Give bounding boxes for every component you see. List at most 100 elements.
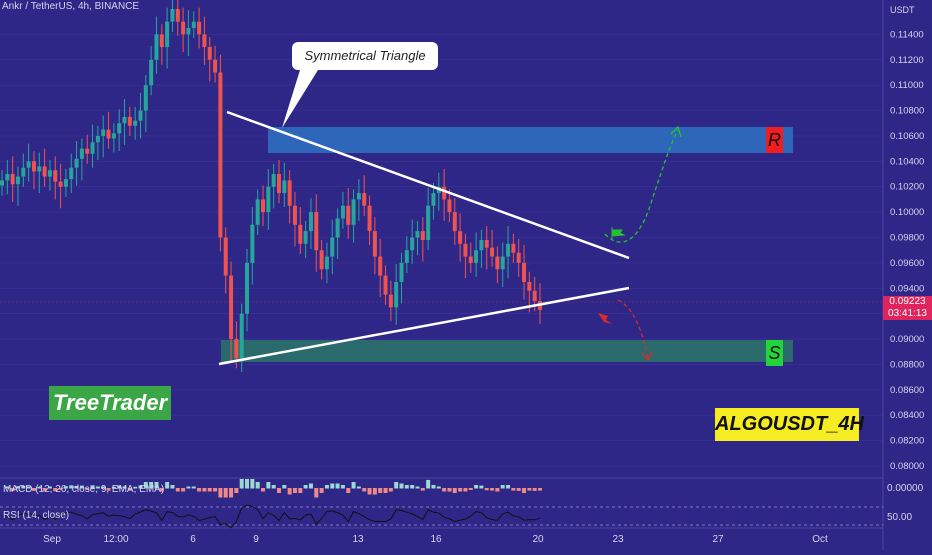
candle-body bbox=[388, 294, 393, 308]
macd-bar bbox=[479, 485, 484, 489]
macd-bar bbox=[58, 488, 63, 490]
candle-body bbox=[420, 231, 425, 241]
candle-body bbox=[79, 148, 84, 159]
candle-body bbox=[484, 240, 489, 248]
macd-bar bbox=[95, 486, 100, 489]
macd-bar bbox=[303, 485, 308, 489]
candle-body bbox=[308, 212, 313, 232]
macd-bar bbox=[394, 482, 399, 489]
bar-countdown: 03:41:13 bbox=[888, 308, 927, 319]
candle-body bbox=[266, 186, 271, 213]
macd-bar bbox=[484, 488, 489, 491]
candle-body bbox=[426, 205, 431, 241]
candle-body bbox=[165, 21, 170, 48]
macd-bar bbox=[431, 485, 436, 489]
candle-body bbox=[207, 47, 212, 60]
candle-body bbox=[159, 34, 164, 48]
macd-bar bbox=[420, 488, 425, 491]
macd-bar bbox=[282, 485, 287, 489]
candle-body bbox=[367, 205, 372, 232]
y-tick-label: 0.10400 bbox=[890, 156, 924, 167]
macd-bar bbox=[511, 488, 516, 491]
candle-body bbox=[346, 205, 351, 225]
macd-bar bbox=[532, 488, 537, 491]
candle-body bbox=[69, 167, 74, 180]
candle-body bbox=[138, 110, 143, 121]
x-tick-label: 16 bbox=[430, 534, 442, 545]
candle-body bbox=[63, 179, 68, 187]
candle-body bbox=[330, 237, 335, 257]
candle-body bbox=[378, 256, 383, 276]
candle-body bbox=[218, 72, 223, 238]
triangle-lower-line bbox=[218, 286, 630, 366]
x-tick-label: 6 bbox=[190, 534, 196, 545]
x-tick-label: 13 bbox=[352, 534, 364, 545]
macd-bar bbox=[516, 488, 521, 491]
macd-bar bbox=[266, 482, 271, 489]
macd-bar bbox=[31, 488, 36, 491]
y-tick-label: 0.08400 bbox=[890, 410, 924, 421]
candle-body bbox=[37, 166, 42, 172]
macd-bar bbox=[463, 488, 468, 492]
candle-body bbox=[468, 256, 473, 263]
support-badge: S bbox=[766, 340, 783, 366]
candle-body bbox=[261, 199, 266, 213]
candle-body bbox=[324, 256, 329, 270]
macd-bar bbox=[90, 485, 95, 489]
candle-body bbox=[351, 199, 356, 225]
macd-bar bbox=[149, 482, 154, 489]
y-tick-label: 0.09000 bbox=[890, 334, 924, 345]
candle-body bbox=[335, 218, 340, 238]
macd-bar bbox=[458, 488, 463, 492]
macd-bar bbox=[69, 485, 74, 489]
macd-bar bbox=[106, 488, 111, 491]
candle-body bbox=[527, 281, 532, 291]
candle-body bbox=[431, 193, 436, 206]
macd-bar bbox=[468, 488, 473, 490]
triangle-upper-line bbox=[226, 110, 630, 260]
symbol-legend: Ankr / TetherUS, 4h, BINANCE bbox=[2, 1, 140, 12]
y-tick-label: 0.09800 bbox=[890, 233, 924, 244]
support-zone bbox=[221, 340, 793, 362]
macd-bar bbox=[324, 485, 329, 489]
macd-bar bbox=[37, 486, 42, 489]
candle-body bbox=[410, 237, 415, 251]
candle-body bbox=[463, 243, 468, 257]
y-tick-label: 0.10600 bbox=[890, 131, 924, 142]
callout-pointer bbox=[282, 70, 318, 128]
macd-bar bbox=[522, 488, 527, 493]
candle-body bbox=[522, 262, 527, 282]
candle-body bbox=[15, 176, 20, 185]
macd-bar bbox=[474, 485, 479, 489]
macd-bar bbox=[15, 486, 20, 489]
macd-bar bbox=[122, 486, 127, 489]
candle-body bbox=[133, 120, 138, 126]
brand-watermark: TreeTrader bbox=[49, 386, 172, 420]
bearish-path-arrow bbox=[617, 299, 649, 359]
candle-body bbox=[85, 148, 90, 154]
macd-bar bbox=[218, 488, 223, 498]
candle-body bbox=[127, 116, 132, 126]
macd-bar bbox=[154, 482, 159, 489]
macd-bar bbox=[101, 486, 106, 489]
y-tick-label: 0.08200 bbox=[890, 436, 924, 447]
y-tick-label: 0.08600 bbox=[890, 385, 924, 396]
candle-body bbox=[21, 167, 26, 177]
macd-bar bbox=[207, 488, 212, 492]
macd-bar bbox=[47, 486, 52, 489]
candle-body bbox=[191, 21, 196, 29]
macd-bar bbox=[490, 488, 495, 491]
candles-group bbox=[0, 0, 542, 373]
candle-body bbox=[404, 250, 409, 263]
candle-body bbox=[111, 133, 116, 139]
candle-body bbox=[516, 252, 521, 263]
x-tick-label: Oct bbox=[812, 534, 828, 545]
macd-bar bbox=[276, 488, 281, 493]
rsi-level-label: 50.00 bbox=[887, 512, 913, 523]
candle-body bbox=[447, 199, 452, 213]
macd-bar bbox=[186, 486, 191, 489]
macd-bar bbox=[383, 488, 388, 493]
macd-bar bbox=[74, 485, 79, 489]
macd-bar bbox=[255, 482, 260, 489]
